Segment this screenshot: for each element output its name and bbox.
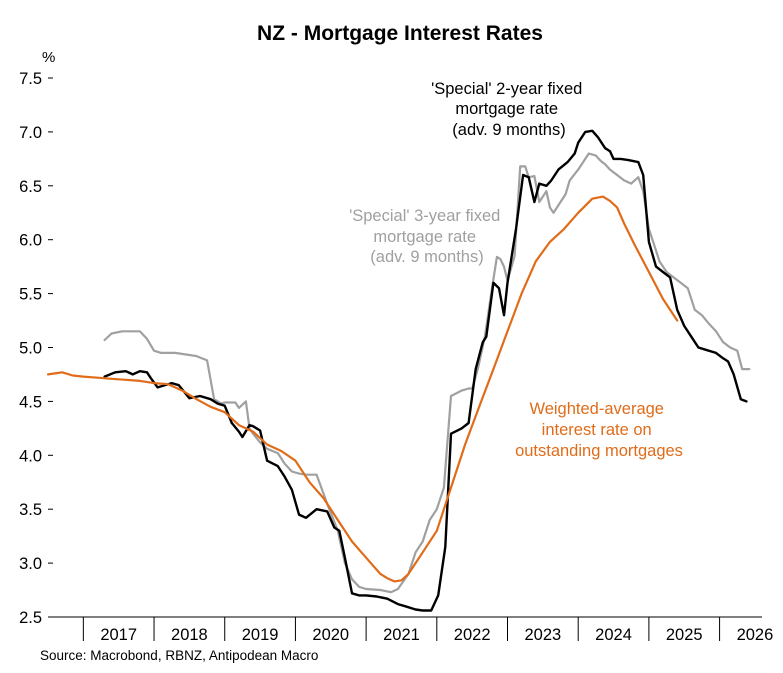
y-tick-label: 5.5 <box>19 286 42 304</box>
three-year-annotation-line-3: (adv. 9 months) <box>370 248 483 266</box>
x-tick-label: 2017 <box>100 626 137 644</box>
three-year-rate-annotation: 'Special' 3-year fixed mortgage rate (ad… <box>349 207 505 266</box>
two-year-rate-annotation: 'Special' 2-year fixed mortgage rate (ad… <box>431 80 587 139</box>
three-year-annotation-line-2: mortgage rate <box>373 228 476 246</box>
two-year-annotation-line-3: (adv. 9 months) <box>452 121 565 139</box>
weighted-annotation-line-1: Weighted-average <box>529 400 664 418</box>
chart-title: NZ - Mortgage Interest Rates <box>257 22 543 45</box>
y-tick-label: 4.5 <box>19 393 42 411</box>
axes-group: 2.5 3.0 3.5 4.0 4.5 5.0 5.5 6.0 6.5 7.0 7.5 2017 201… <box>19 70 773 644</box>
y-tick-label: 4.0 <box>19 447 42 465</box>
three-year-annotation-line-1: 'Special' 3-year fixed <box>349 207 500 225</box>
series-group <box>46 129 751 612</box>
x-tick-label: 2025 <box>666 626 703 644</box>
x-tick-label: 2018 <box>171 626 208 644</box>
y-tick-label: 5.0 <box>19 340 42 358</box>
weighted-average-annotation: Weighted-average interest rate on outsta… <box>515 400 683 460</box>
y-tick-label: 3.5 <box>19 501 42 519</box>
x-tick-label: 2020 <box>312 626 349 644</box>
x-tick-label: 2024 <box>595 626 632 644</box>
y-tick-label: 7.0 <box>19 124 42 142</box>
x-tick-label: 2023 <box>524 626 561 644</box>
y-tick-label: 2.5 <box>19 609 42 627</box>
x-tick-label: 2022 <box>454 626 491 644</box>
y-tick-label: 6.5 <box>19 178 42 196</box>
weighted-series-line <box>46 195 679 583</box>
x-tick-label: 2019 <box>242 626 279 644</box>
y-tick-label: 6.0 <box>19 232 42 250</box>
y-tick-label: 7.5 <box>19 70 42 88</box>
two-year-series-line <box>103 129 748 612</box>
two-year-annotation-line-1: 'Special' 2-year fixed <box>431 80 582 98</box>
y-axis-unit-label: % <box>42 49 55 66</box>
x-tick-label: 2026 <box>737 626 774 644</box>
two-year-annotation-line-2: mortgage rate <box>455 100 558 118</box>
weighted-annotation-line-2: interest rate on <box>542 421 652 439</box>
weighted-annotation-line-3: outstanding mortgages <box>515 442 683 460</box>
y-tick-label: 3.0 <box>19 555 42 573</box>
source-note: Source: Macrobond, RBNZ, Antipodean Macr… <box>40 648 318 663</box>
x-tick-label: 2021 <box>383 626 420 644</box>
